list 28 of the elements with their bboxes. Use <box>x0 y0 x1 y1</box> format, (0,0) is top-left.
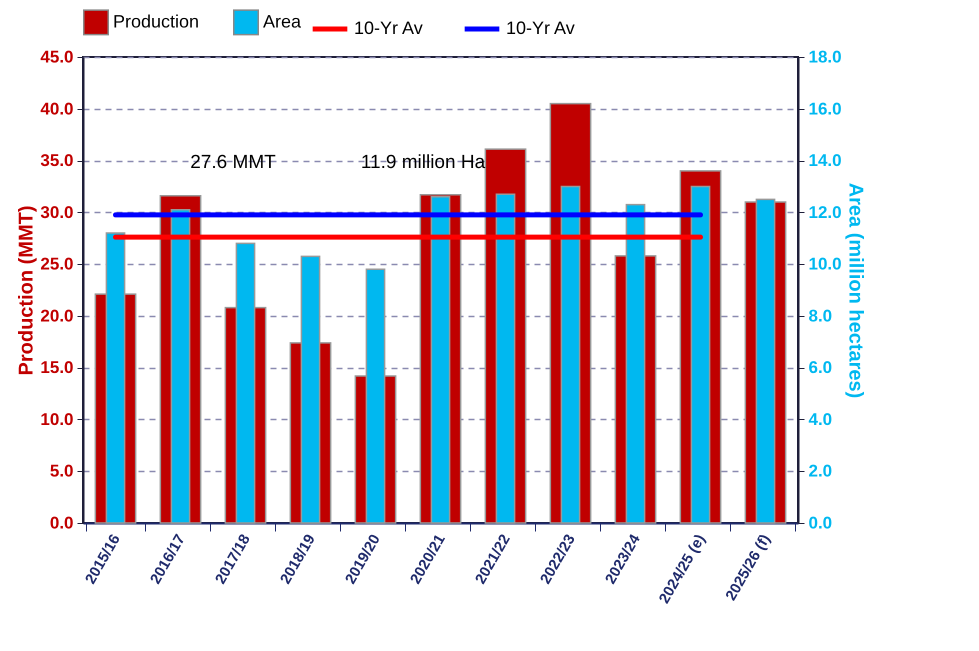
y-tick-label: 45.0 <box>40 48 74 66</box>
legend-label: 10-Yr Av <box>506 18 575 38</box>
y-axis-title: Production (MMT) <box>15 206 38 376</box>
annotation: 27.6 MMT <box>190 152 276 173</box>
y2-tick-label: 12.0 <box>808 202 842 222</box>
y2-tick-label: 2.0 <box>808 462 832 481</box>
y2-axis-title: Area (million hectares) <box>844 182 867 398</box>
legend-label: Area <box>263 11 302 32</box>
annotation: 11.9 million Ha <box>360 152 486 173</box>
y-tick-label: 20.0 <box>40 306 74 326</box>
y-tick-label: 15.0 <box>40 358 74 378</box>
y-tick-label: 30.0 <box>40 202 74 222</box>
legend-label: Production <box>113 11 200 32</box>
y2-tick-label: 8.0 <box>808 306 832 326</box>
legend-label: 10-Yr Av <box>354 18 423 38</box>
y2-tick-label: 0.0 <box>808 514 832 532</box>
y-tick-label: 10.0 <box>40 410 74 429</box>
y-tick-label: 5.0 <box>50 462 74 481</box>
y-tick-label: 0.0 <box>50 514 74 532</box>
y-tick-label: 35.0 <box>40 151 74 170</box>
y2-tick-label: 16.0 <box>808 99 842 118</box>
y-tick-label: 40.0 <box>40 99 74 118</box>
y-tick-label: 25.0 <box>40 254 74 274</box>
y2-tick-label: 10.0 <box>808 254 842 274</box>
y2-tick-label: 6.0 <box>808 358 832 378</box>
y2-tick-label: 4.0 <box>808 410 832 429</box>
y2-tick-label: 14.0 <box>808 151 842 170</box>
y2-tick-label: 18.0 <box>808 48 842 66</box>
